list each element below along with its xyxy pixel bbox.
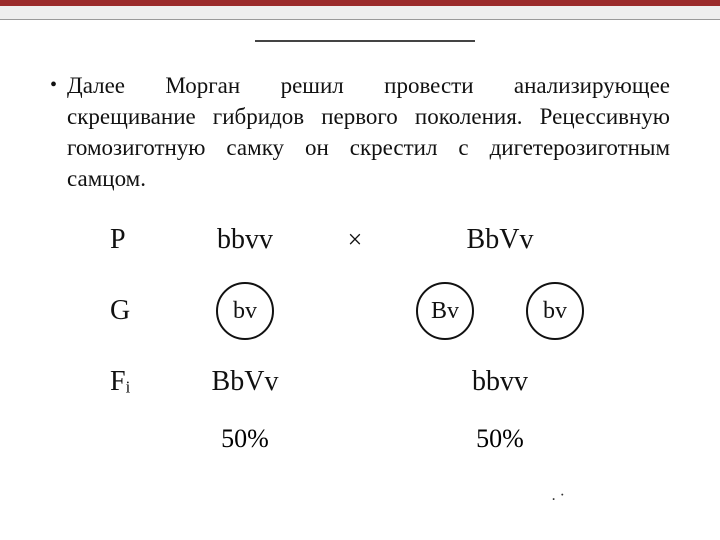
gamete-right-b: bv (526, 282, 584, 340)
stray-mark: . · (552, 487, 565, 505)
percent-left: 50% (170, 424, 320, 454)
bullet-paragraph: • Далее Морган решил провести анализирую… (50, 70, 670, 194)
decorative-subline-wrap (0, 40, 720, 50)
gamete-right-a: Bv (416, 282, 474, 340)
percent-row: 50% 50% (100, 424, 620, 454)
g-left-gamete-wrap: bv (170, 282, 320, 340)
f-right-genotype: bbvv (390, 366, 610, 398)
row-label-g: G (100, 295, 170, 327)
row-label-f: Fᵢ (100, 366, 170, 398)
cross-sign: × (320, 225, 390, 255)
main-content: • Далее Морган решил провести анализирую… (0, 50, 720, 454)
g-right-gamete-a-wrap: Bv (390, 282, 500, 340)
bullet-marker: • (50, 70, 57, 100)
gamete-left: bv (216, 282, 274, 340)
p-left-genotype: bbvv (170, 224, 320, 256)
percent-right: 50% (390, 424, 610, 454)
grey-spacer-bar (0, 6, 720, 20)
decorative-subline (255, 40, 475, 42)
p-right-genotype: BbVv (390, 224, 610, 256)
paragraph-text: Далее Морган решил провести анализирующе… (67, 70, 670, 194)
punnett-cross-grid: P bbvv × BbVv G bv Bv bv Fᵢ BbVv bbvv (100, 224, 620, 398)
row-label-p: P (100, 224, 170, 256)
g-right-gamete-b-wrap: bv (500, 282, 610, 340)
f-left-genotype: BbVv (170, 366, 320, 398)
